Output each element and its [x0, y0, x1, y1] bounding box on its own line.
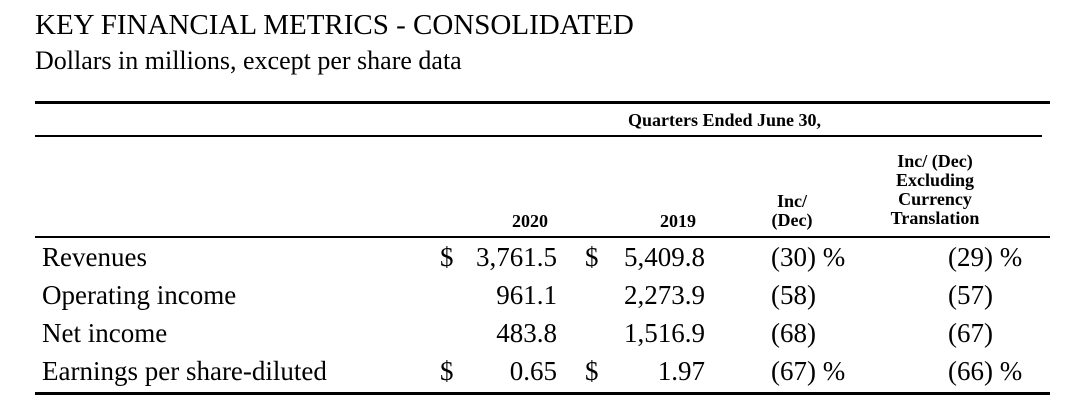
table-top-rule	[35, 101, 1050, 104]
header-ex-currency-line4: Translation	[890, 208, 980, 228]
header-ex-currency-line2: Excluding	[895, 170, 975, 190]
page-title: KEY FINANCIAL METRICS - CONSOLIDATED	[35, 9, 634, 41]
cell-inc-dec: (68)	[771, 318, 816, 348]
cell-2019-currency: $	[585, 242, 599, 272]
group-header: Quarters Ended June 30,	[628, 110, 822, 130]
header-ex-currency-line1: Inc/ (Dec)	[897, 151, 973, 171]
header-inc-dec: Inc/ (Dec)	[758, 192, 826, 230]
group-header-rule	[35, 135, 1042, 137]
cell-ex-currency: (67)	[948, 318, 993, 348]
row-label: Earnings per share-diluted	[42, 356, 327, 386]
cell-2020-value: 3,761.5	[476, 242, 557, 272]
row-label: Net income	[42, 318, 168, 348]
row-label: Revenues	[42, 242, 147, 272]
cell-2019-value: 2,273.9	[624, 280, 705, 310]
cell-2019-currency: $	[585, 356, 599, 386]
cell-2019-value: 5,409.8	[624, 242, 705, 272]
table-bottom-rule	[35, 392, 1050, 395]
cell-ex-currency: (66) %	[948, 356, 1023, 386]
row-label: Operating income	[42, 280, 237, 310]
header-inc-dec-line2: (Dec)	[771, 210, 813, 230]
table-row: Earnings per share-diluted $0.65 $1.97 (67)…	[0, 352, 1080, 390]
cell-ex-currency: (29) %	[948, 242, 1023, 272]
cell-2020-currency: $	[440, 242, 454, 272]
header-ex-currency-line3: Currency	[898, 189, 972, 209]
header-2019: 2019	[660, 211, 696, 231]
cell-2019-value: 1,516.9	[624, 318, 705, 348]
cell-2020-value: 483.8	[496, 318, 557, 348]
header-2020: 2020	[512, 211, 548, 231]
cell-inc-dec: (67) %	[771, 356, 846, 386]
cell-2020-value: 0.65	[509, 356, 557, 386]
header-ex-currency: Inc/ (Dec) Excluding Currency Translatio…	[880, 152, 990, 228]
header-bottom-rule	[35, 236, 1050, 238]
cell-2020-currency: $	[440, 356, 454, 386]
table-row: Net income 483.8 1,516.9 (68) (67)	[0, 314, 1080, 352]
table-row: Operating income 961.1 2,273.9 (58) (57)	[0, 276, 1080, 314]
page-subtitle: Dollars in millions, except per share da…	[35, 46, 462, 75]
cell-2019-value: 1.97	[657, 356, 705, 386]
cell-2020-value: 961.1	[496, 280, 557, 310]
cell-inc-dec: (58)	[771, 280, 816, 310]
header-inc-dec-line1: Inc/	[776, 191, 807, 211]
table-row: Revenues $3,761.5 $5,409.8 (30) % (29) %	[0, 238, 1080, 276]
cell-inc-dec: (30) %	[771, 242, 846, 272]
cell-ex-currency: (57)	[948, 280, 993, 310]
